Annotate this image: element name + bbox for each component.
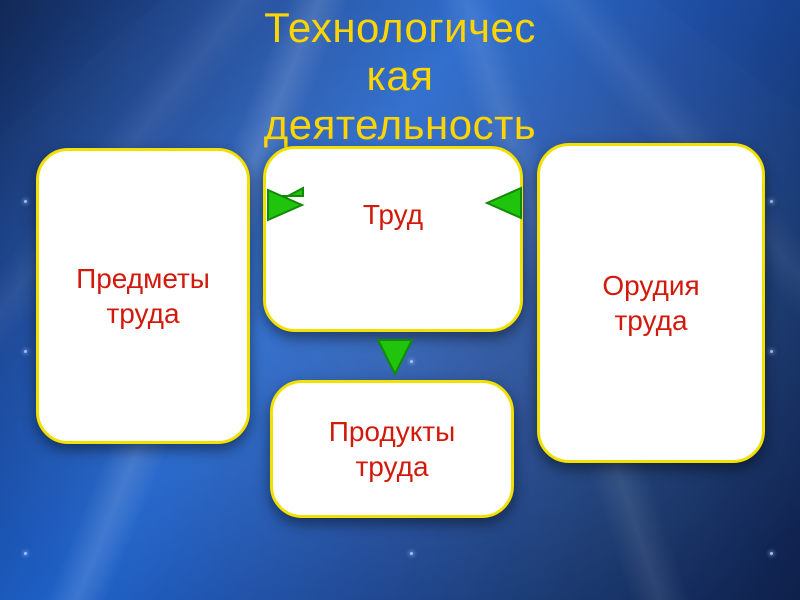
slide-title: Технологичес кая деятельность xyxy=(0,0,800,149)
bg-dot xyxy=(770,200,773,203)
arrow-labor-to-products xyxy=(378,340,412,374)
node-tools-label: Орудиятруда xyxy=(602,268,699,338)
node-subjects: Предметытруда xyxy=(36,148,250,444)
title-line-3: деятельность xyxy=(264,101,536,148)
node-products-label: Продуктытруда xyxy=(329,414,456,484)
node-subjects-label: Предметытруда xyxy=(76,261,210,331)
node-products: Продуктытруда xyxy=(270,380,514,518)
bg-dot xyxy=(770,350,773,353)
title-line-1: Технологичес xyxy=(264,4,536,51)
diagram-canvas: Технологичес кая деятельность Предметытр… xyxy=(0,0,800,600)
node-labor: Труд xyxy=(263,146,523,332)
bg-dot xyxy=(410,360,413,363)
title-line-2: кая xyxy=(367,52,434,99)
bg-dot xyxy=(24,200,27,203)
bg-dot xyxy=(24,552,27,555)
node-labor-label: Труд xyxy=(363,197,423,232)
bg-dot xyxy=(410,552,413,555)
bg-dot xyxy=(770,552,773,555)
bg-dot xyxy=(24,350,27,353)
node-tools: Орудиятруда xyxy=(537,143,765,463)
